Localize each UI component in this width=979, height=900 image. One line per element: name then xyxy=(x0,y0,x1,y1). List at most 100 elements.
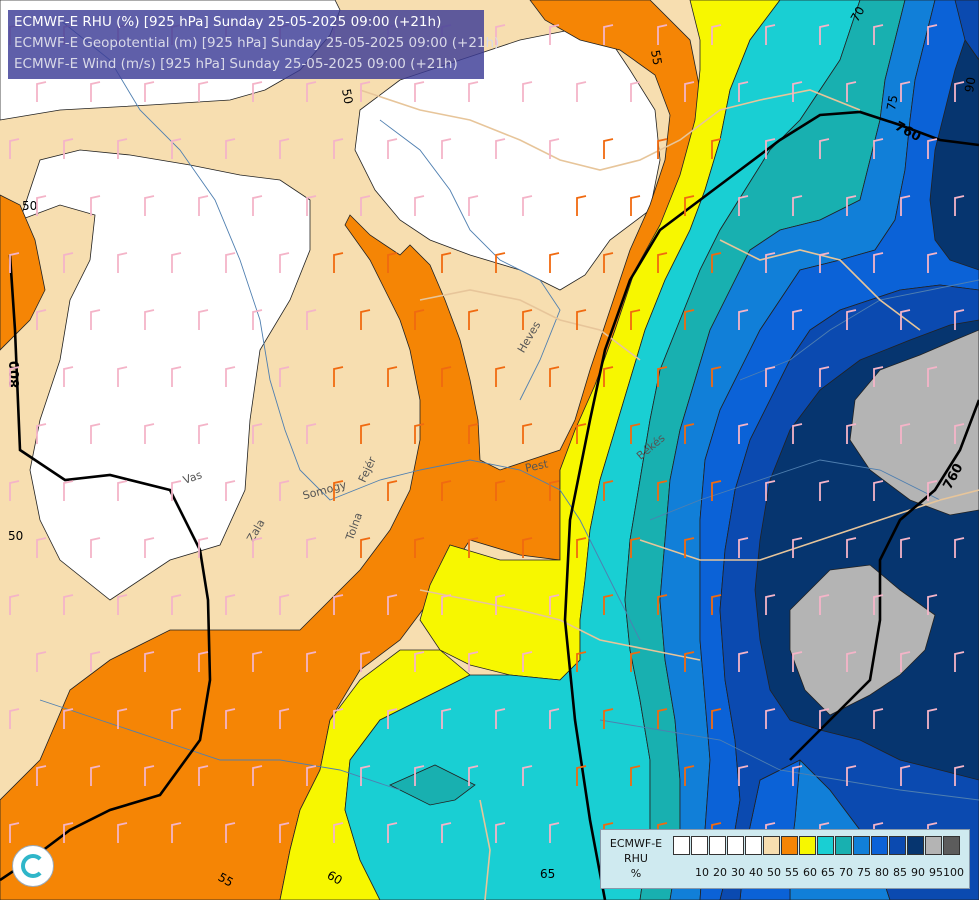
wind-barb xyxy=(927,252,938,273)
wind-barb xyxy=(144,309,155,330)
wind-barb xyxy=(711,366,722,387)
borders-layer xyxy=(359,89,979,900)
wind-barb xyxy=(576,651,587,672)
wind-barb xyxy=(927,480,938,501)
legend-variable: RHU xyxy=(624,852,648,865)
wind-barb xyxy=(117,480,128,501)
wind-barb xyxy=(225,138,236,159)
wind-barb xyxy=(603,252,614,273)
wind-barb xyxy=(252,765,263,786)
wind-barb xyxy=(900,309,911,330)
legend-tick-label: 10 xyxy=(695,866,709,879)
legend-swatch xyxy=(817,836,834,855)
wind-barb xyxy=(171,708,182,729)
wind-barb xyxy=(198,537,209,558)
wind-barb xyxy=(63,480,74,501)
wind-barb xyxy=(63,594,74,615)
rhu-label-50-top: 50 xyxy=(339,88,355,105)
wind-barb xyxy=(657,708,668,729)
wind-barb xyxy=(90,537,101,558)
wind-barb xyxy=(900,195,911,216)
wind-barb xyxy=(468,423,479,444)
legend-swatch xyxy=(781,836,798,855)
wind-barb xyxy=(306,765,317,786)
legend-model: ECMWF-E xyxy=(609,837,663,850)
geopotential-contours xyxy=(0,110,979,900)
wind-barb xyxy=(171,366,182,387)
rhu-label-50-left-bottom: 50 xyxy=(8,529,23,543)
legend-swatch xyxy=(889,836,906,855)
legend-tick-label: 55 xyxy=(785,866,799,879)
map-title-box: ECMWF-E RHU (%) [925 hPa] Sunday 25-05-2… xyxy=(8,10,499,79)
wind-barb xyxy=(900,81,911,102)
wind-barb xyxy=(792,81,803,102)
wind-barb xyxy=(711,708,722,729)
wind-barb xyxy=(684,423,695,444)
wind-barb xyxy=(333,594,344,615)
wind-barb xyxy=(522,765,533,786)
rhu-70-blob xyxy=(389,764,476,806)
rhu-label-55-bottom: 55 xyxy=(216,870,236,890)
rhu-label-60-bottom: 60 xyxy=(325,868,345,888)
wind-barb xyxy=(252,423,263,444)
wind-barb xyxy=(711,480,722,501)
wind-barb xyxy=(414,537,425,558)
wind-barb xyxy=(36,423,47,444)
wind-barb xyxy=(954,537,965,558)
wind-barb xyxy=(333,366,344,387)
wind-barb xyxy=(441,366,452,387)
wind-barb xyxy=(738,423,749,444)
wind-barb xyxy=(495,366,506,387)
geopotential-800-line xyxy=(0,254,212,882)
wind-barb xyxy=(279,480,290,501)
wind-barb xyxy=(144,651,155,672)
wind-barb xyxy=(306,423,317,444)
wind-barb xyxy=(414,81,425,102)
wind-barb xyxy=(657,252,668,273)
wind-barb xyxy=(927,366,938,387)
wind-barb xyxy=(468,651,479,672)
legend-swatch xyxy=(691,836,708,855)
rhu-label-90-top: 90 xyxy=(962,76,978,93)
legend-tick-label: 75 xyxy=(857,866,871,879)
wind-barb xyxy=(657,480,668,501)
wind-barb xyxy=(711,252,722,273)
rhu-label-70-top: 70 xyxy=(848,4,868,24)
wind-barb xyxy=(63,138,74,159)
wind-barb xyxy=(684,651,695,672)
wind-barb xyxy=(873,24,884,45)
wind-barb xyxy=(360,81,371,102)
wind-barb xyxy=(36,195,47,216)
wind-barb xyxy=(549,252,560,273)
wind-barb xyxy=(603,480,614,501)
wind-barb xyxy=(765,366,776,387)
wind-barb xyxy=(171,252,182,273)
wind-barb xyxy=(117,594,128,615)
wind-barb xyxy=(63,252,74,273)
wind-barb xyxy=(738,309,749,330)
wind-barb xyxy=(198,765,209,786)
wind-barb xyxy=(171,822,182,843)
wind-barb xyxy=(846,537,857,558)
legend-swatch xyxy=(871,836,888,855)
wind-barb xyxy=(63,708,74,729)
wind-barb xyxy=(144,537,155,558)
wind-barb xyxy=(549,822,560,843)
wind-barb xyxy=(576,537,587,558)
wind-barb xyxy=(333,480,344,501)
rhu-label-75-top: 75 xyxy=(884,94,900,111)
wind-barb xyxy=(468,81,479,102)
wind-barb xyxy=(792,765,803,786)
wind-barb xyxy=(279,252,290,273)
legend-swatch xyxy=(853,836,870,855)
wind-barb xyxy=(522,195,533,216)
legend-tick-labels: 10 20 30 40 50 55 60 65 70 75 80 85 90 95 100 xyxy=(673,866,964,879)
wind-barb xyxy=(36,81,47,102)
wind-barb xyxy=(9,594,20,615)
wind-barb xyxy=(468,195,479,216)
legend-swatches xyxy=(673,836,961,855)
wind-barb xyxy=(36,537,47,558)
geopotential-label-800: 800 xyxy=(8,361,23,388)
legend-tick-label: 100 xyxy=(943,866,964,879)
wind-barb xyxy=(846,765,857,786)
